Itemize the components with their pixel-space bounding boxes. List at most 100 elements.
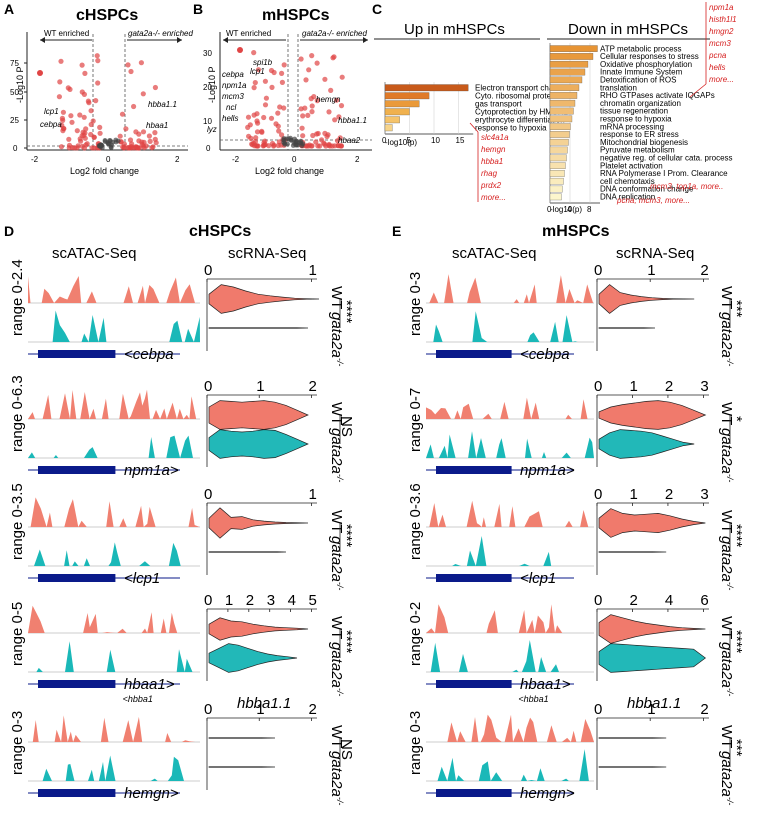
volcano-point xyxy=(245,114,252,120)
c-term-label: DNA conformation change xyxy=(600,185,694,194)
volcano-point xyxy=(105,141,111,147)
rna-tick: 6 xyxy=(700,592,708,609)
range-label: range 0-2.4 xyxy=(9,259,26,336)
a-ytick-50: 50 xyxy=(10,88,19,97)
track-row: range 0-5 hbaa1><hbba1 0 1 2 3 4 5 hbba1.1 WT gata… xyxy=(9,592,355,712)
atac-mut-track xyxy=(426,749,594,781)
significance-label: **** xyxy=(338,300,355,324)
volcano-point xyxy=(281,105,287,111)
volcano-point xyxy=(136,131,142,137)
b-gene-npm1a: npm1a xyxy=(222,81,247,90)
volcano-point xyxy=(237,47,243,53)
rna-tick: 0 xyxy=(204,592,212,609)
gene-name: <lcp1 xyxy=(520,570,556,587)
genotype-labels: WT gata2a-/- xyxy=(718,402,735,482)
violin-mut xyxy=(208,429,309,459)
b-xtick-2: 2 xyxy=(355,155,360,164)
c-term-label: Electron transport chain xyxy=(475,84,560,93)
atac-wt-track xyxy=(28,497,200,527)
panel-d-title: cHSPCs xyxy=(189,223,251,240)
genotype-labels: WT gata2a-/- xyxy=(328,725,345,805)
volcano-point xyxy=(37,70,43,76)
rna-tick: 1 xyxy=(225,592,233,609)
volcano-point xyxy=(97,130,103,136)
volcano-point xyxy=(67,86,73,92)
a-gene-cebpa: cebpa xyxy=(40,120,62,129)
c-term-label: response to hypoxia xyxy=(600,115,672,124)
b-ytick-10: 10 xyxy=(203,117,212,126)
wt-label: WT xyxy=(328,725,345,748)
volcano-point xyxy=(314,60,320,66)
volcano-point xyxy=(98,142,104,148)
panel-label-e: E xyxy=(392,223,401,239)
c-term-label: Cytoprotection by HMOX1 xyxy=(475,108,568,117)
volcano-point xyxy=(95,58,101,64)
volcano-point xyxy=(68,113,74,119)
volcano-point xyxy=(146,133,152,139)
c-term-label: ATP metabolic process xyxy=(600,44,682,53)
significance-label: **** xyxy=(338,630,355,654)
atac-wt-track xyxy=(28,605,200,633)
volcano-point xyxy=(245,124,251,130)
a-ylabel: -Log10 P xyxy=(15,66,25,103)
c-up-gene-4: prdx2 xyxy=(480,181,502,190)
volcano-point xyxy=(123,126,129,132)
mut-label: gata2a-/- xyxy=(718,642,735,696)
c-tick: 0 xyxy=(382,136,387,145)
atac-mut-track xyxy=(28,435,200,458)
c-up-gene-2: hbba1 xyxy=(481,157,503,166)
panel-a-title: cHSPCs xyxy=(76,7,138,24)
volcano-point xyxy=(322,141,328,147)
c-term-label: Cellular responses to stress xyxy=(600,52,699,61)
c-down-gene-1: histh1l1 xyxy=(709,15,737,24)
gene-model xyxy=(38,680,116,688)
wt-label: WT xyxy=(328,510,345,533)
volcano-point xyxy=(95,80,101,86)
panel-b-title: mHSPCs xyxy=(262,7,330,24)
volcano-point xyxy=(279,70,285,76)
volcano-point xyxy=(251,50,257,56)
volcano-point xyxy=(269,84,275,90)
volcano-point xyxy=(251,85,257,91)
violin-mut xyxy=(208,766,276,768)
volcano-point xyxy=(147,138,153,144)
volcano-point xyxy=(81,114,87,120)
c-term-label: Oxidative phosphorylation xyxy=(600,60,692,69)
volcano-point xyxy=(305,112,311,118)
mut-label: gata2a-/- xyxy=(328,642,345,696)
rna-tick: 2 xyxy=(246,592,254,609)
mut-label: gata2a-/- xyxy=(718,312,735,366)
volcano-point xyxy=(309,109,315,115)
atac-wt-track xyxy=(426,714,594,742)
c-down-gene-0: npm1a xyxy=(709,3,734,12)
wt-label: WT xyxy=(718,510,735,533)
volcano-point xyxy=(59,115,65,121)
d-rna-title: scRNA-Seq xyxy=(228,245,306,262)
atac-mut-track xyxy=(426,640,594,672)
volcano-point xyxy=(266,143,272,149)
c-term-label: erythrocyte differentiation xyxy=(475,116,565,125)
b-ytick-20: 20 xyxy=(203,83,212,92)
gene-name: hemgn> xyxy=(520,785,575,802)
range-label: range 0-7 xyxy=(407,388,424,452)
c-bar xyxy=(549,60,589,68)
b-wt-enriched: WT enriched xyxy=(226,29,271,38)
atac-wt-track xyxy=(426,274,594,303)
c-bar xyxy=(549,84,580,91)
track-row: range 0-3 hemgn> 0 1 2 WT gata2a-/-*** xyxy=(407,701,745,805)
panel-label-a: A xyxy=(4,1,14,17)
volcano-point xyxy=(152,130,158,136)
wt-label: WT xyxy=(718,725,735,748)
wt-label: WT xyxy=(718,286,735,309)
rna-tick: 1 xyxy=(647,701,655,718)
volcano-point xyxy=(339,74,345,80)
genotype-labels: WT gata2a-/- xyxy=(328,510,345,590)
c-down-gene-4: pcna xyxy=(708,51,727,60)
atac-mut-track xyxy=(28,542,200,566)
violin-wt xyxy=(208,507,309,539)
c-up-xlabel: -log10(p) xyxy=(385,138,417,147)
c-up-genes: slc4a1a hemgn hbba1 rhag prdx2 more... xyxy=(469,122,509,202)
c-bar xyxy=(384,84,469,92)
c-bar xyxy=(549,185,563,193)
